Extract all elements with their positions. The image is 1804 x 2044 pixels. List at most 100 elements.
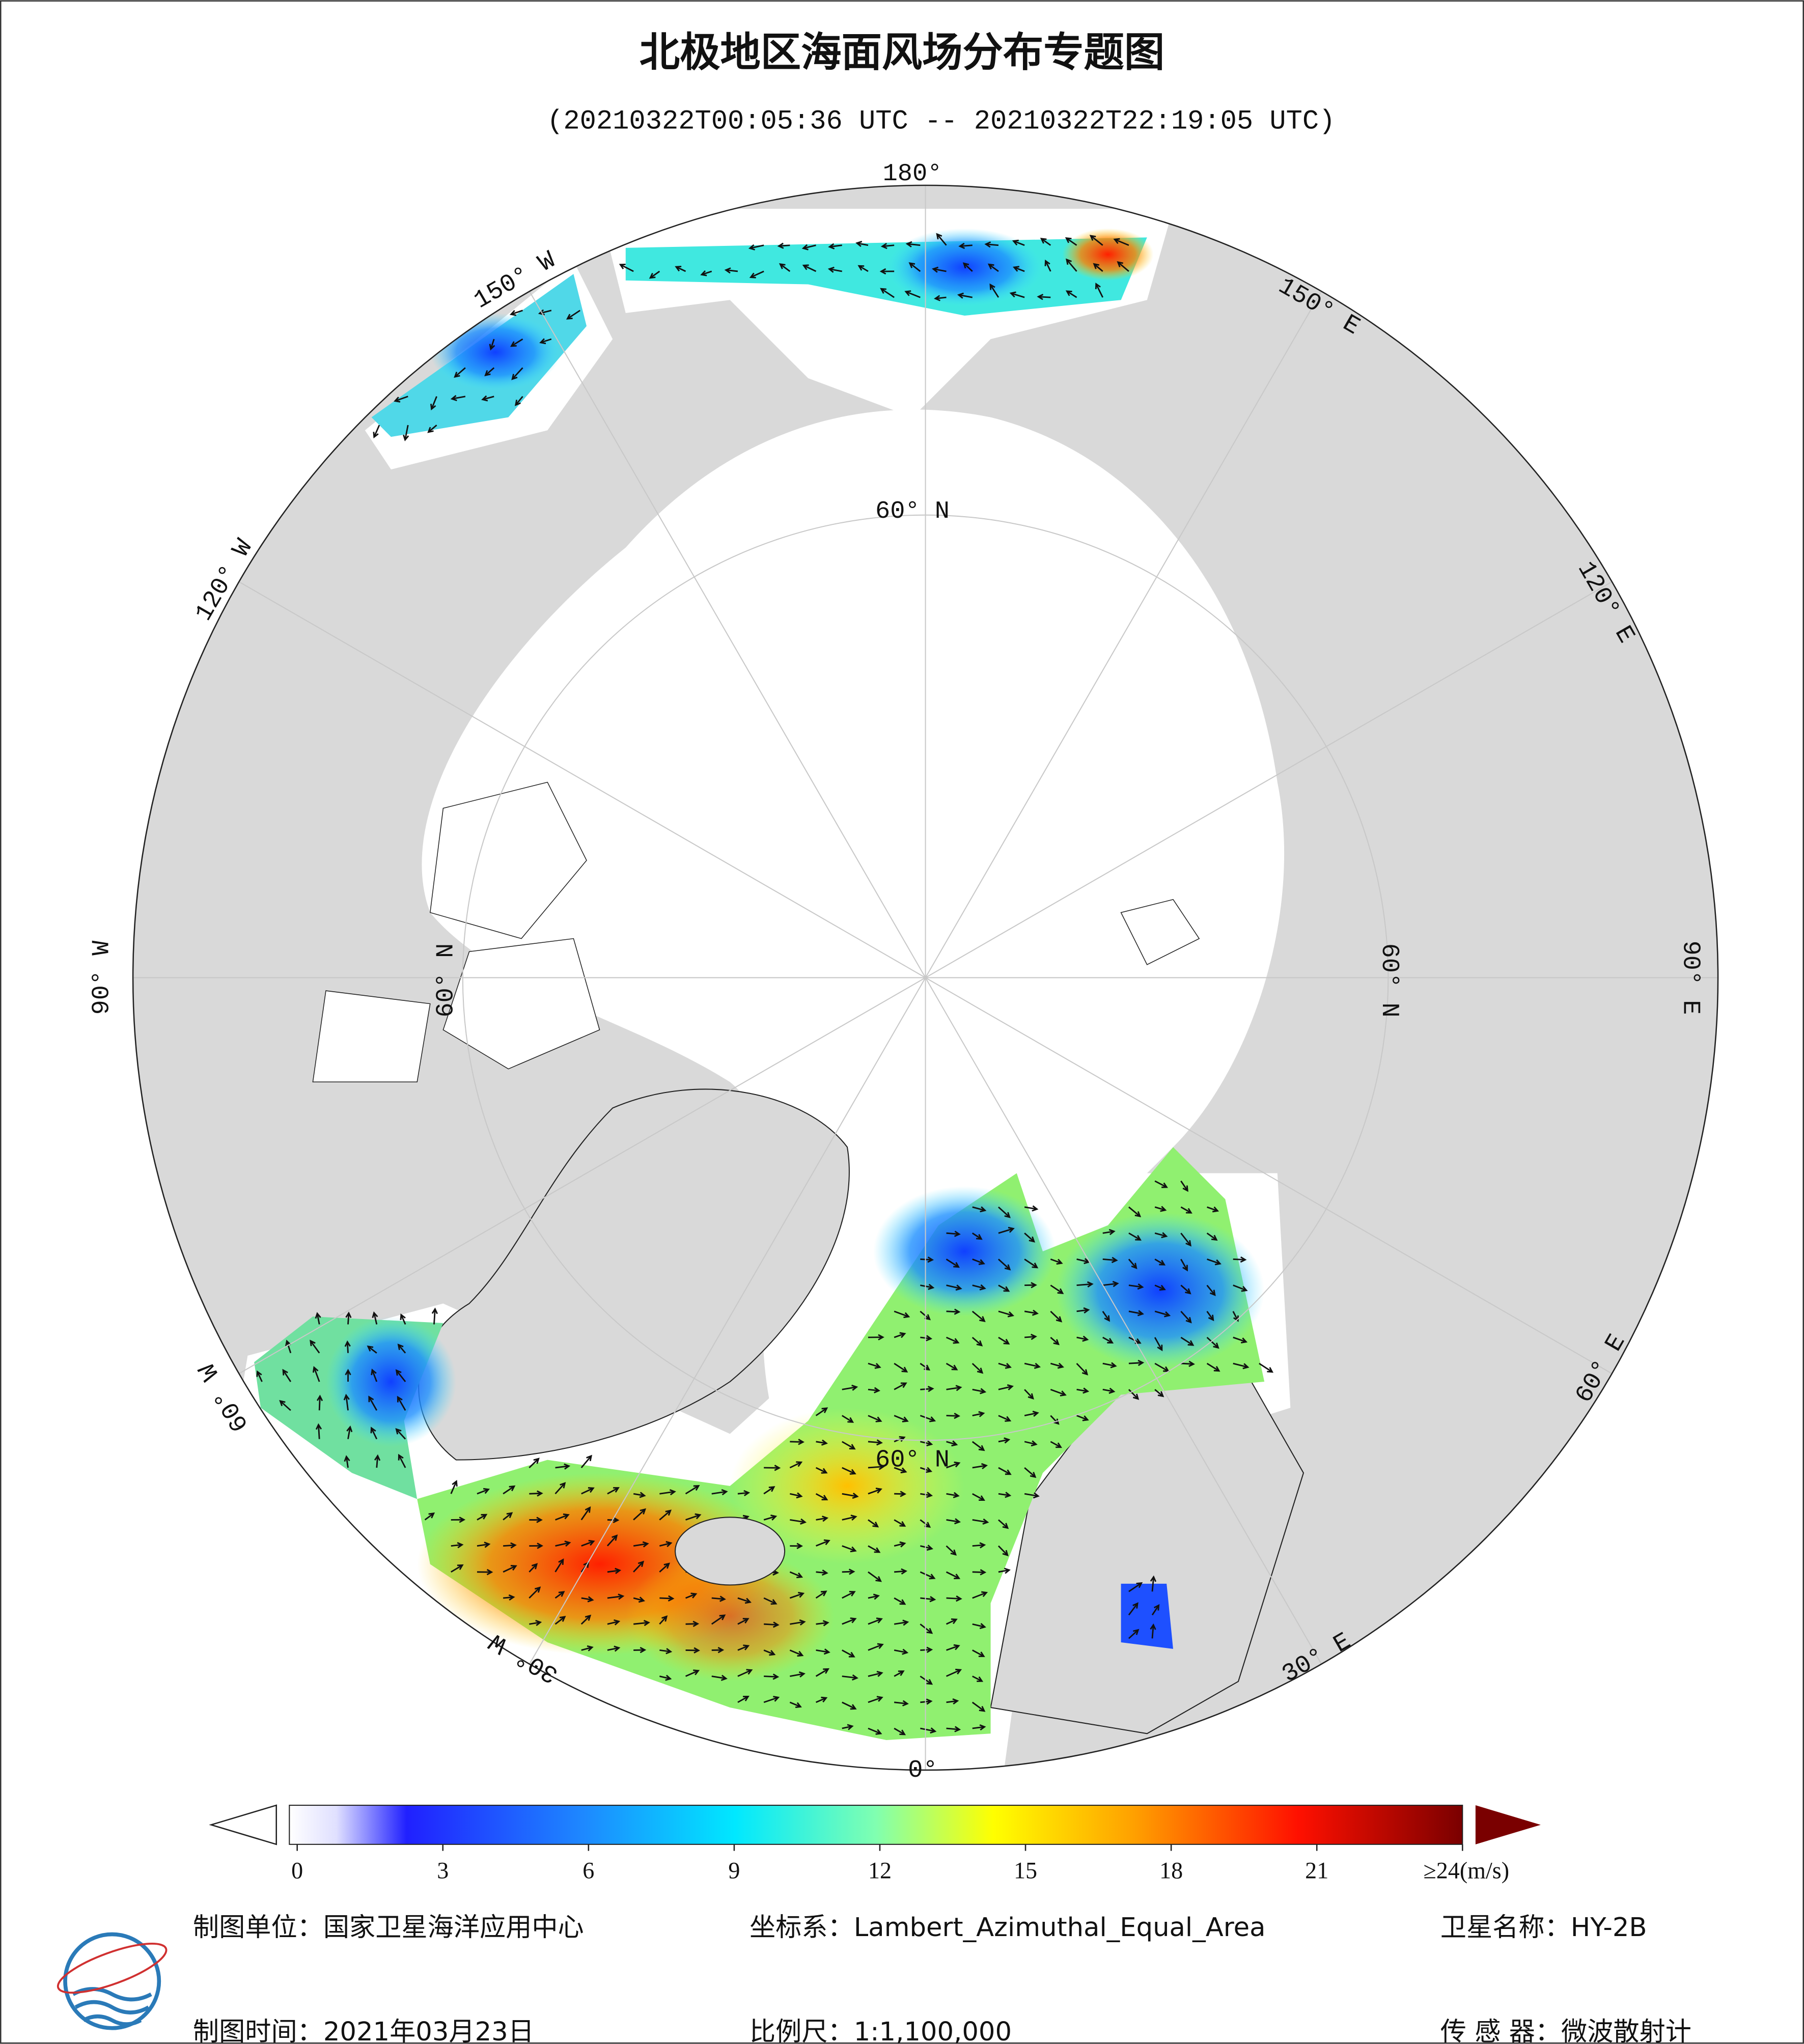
wind-arrow (868, 1334, 884, 1340)
wind-arrow (764, 1621, 780, 1628)
wind-arrow (1012, 266, 1025, 272)
wind-arrow (711, 1614, 726, 1625)
wind-arrow (972, 1518, 989, 1525)
wind-arrow (373, 425, 380, 439)
wind-arrow (1024, 1258, 1039, 1269)
wind-arrows (256, 233, 1274, 1735)
wind-arrow (1233, 1256, 1247, 1263)
wind-arrow (529, 1517, 543, 1523)
wind-arrow (997, 1545, 1009, 1557)
wind-arrow (972, 1363, 984, 1374)
wind-arrow (511, 367, 523, 380)
wind-arrow (946, 1461, 961, 1469)
wind-arrow (894, 1727, 906, 1735)
wind-arrow (256, 1370, 263, 1382)
wind-arrow (868, 1439, 883, 1446)
wind-arrow (842, 1569, 855, 1575)
wind-arrow (1128, 1310, 1144, 1317)
wind-arrow (345, 1368, 351, 1382)
wind-arrow (1024, 1362, 1041, 1369)
wind-arrow (749, 270, 764, 278)
wind-arrow (529, 1490, 543, 1497)
wind-arrow (555, 1513, 570, 1521)
wind-arrow (607, 1619, 621, 1626)
wind-arrow (946, 1385, 962, 1391)
wind-arrow (842, 1724, 854, 1730)
wind-arrow (868, 1671, 883, 1677)
wind-arrow (763, 1486, 775, 1495)
wind-arrow (815, 1493, 828, 1501)
wind-arrow (477, 1542, 491, 1548)
wind-arrow (1024, 1233, 1036, 1243)
wind-arrow (395, 1369, 406, 1382)
wind-arrow (842, 1441, 856, 1450)
wind-arrow (972, 1258, 985, 1265)
wind-arrow (581, 1596, 594, 1603)
wind-arrow (503, 1594, 515, 1601)
wind-arrow (748, 244, 764, 250)
wind-arrow (1207, 1206, 1219, 1213)
wind-arrow (904, 290, 921, 298)
latitude-label: 60° N (875, 497, 950, 525)
wind-arrow (801, 244, 816, 250)
wind-arrow (1089, 235, 1103, 246)
iceland (675, 1517, 786, 1586)
wind-arrow (868, 1545, 881, 1553)
wind-arrow (1024, 1492, 1040, 1499)
wind-arrow (737, 1695, 750, 1703)
wind-arrow (529, 1619, 542, 1627)
wind-arrow (842, 1617, 857, 1625)
wind-arrow (633, 1541, 649, 1548)
wind-arrow (1180, 1181, 1188, 1192)
wind-arrow (1154, 1180, 1168, 1188)
wind-arrow (1024, 1282, 1037, 1289)
wind-arrow (920, 1283, 935, 1290)
wind-arrow (1151, 1604, 1160, 1616)
footer-sensor: 传 感 器：微波散射计 (1440, 2017, 1691, 2044)
wind-arrow (789, 1701, 802, 1709)
wind-arrow (946, 1668, 962, 1677)
wind-arrow (789, 1591, 805, 1599)
wind-arrow (894, 1670, 905, 1677)
colorbar-tick-label: 9 (728, 1858, 740, 1884)
wind-arrow (633, 1619, 650, 1627)
wind-arrow (972, 1441, 985, 1451)
colorbar-tick-label: 18 (1159, 1858, 1183, 1884)
wind-arrow (857, 265, 869, 272)
wind-arrow (607, 1487, 620, 1495)
wind-arrow (1040, 238, 1051, 246)
colorbar: 0 3 6 9 12 15 18 21 ≥24(m/s) (209, 1804, 1541, 1884)
wind-arrow (894, 1597, 906, 1605)
wind-arrow (816, 1516, 829, 1522)
wind-arrow (312, 1366, 320, 1382)
wind-arrow (868, 1519, 879, 1528)
wind-arrow (946, 1308, 961, 1315)
wind-arrow (763, 1515, 778, 1521)
wind-arrow (659, 1541, 673, 1547)
wind-arrow (998, 1467, 1012, 1475)
wind-arrow (815, 1590, 827, 1599)
wind-arrow (946, 1492, 960, 1498)
wind-arrow (539, 338, 552, 345)
wind-arrow (815, 1696, 828, 1703)
wind-arrow (972, 1411, 985, 1417)
wind-arrow (580, 1454, 593, 1468)
wind-arrow (1128, 1258, 1137, 1270)
wind-arrow (1154, 1206, 1167, 1212)
wind-arrow (424, 1512, 435, 1521)
wind-arrow (310, 1339, 320, 1354)
wind-arrow (958, 242, 973, 249)
wind-arrow (946, 1284, 962, 1291)
wind-arrow (894, 1363, 908, 1373)
wind-arrow (972, 1493, 985, 1501)
footer-date: 制图时间：2021年03月23日 (193, 2017, 534, 2044)
wind-arrow (920, 1256, 934, 1263)
wind-arrow (659, 1648, 673, 1655)
colorbar-tick-label: 12 (868, 1858, 892, 1884)
wind-arrow (555, 1541, 571, 1547)
wind-arrow (510, 338, 523, 347)
wind-arrow (1102, 1387, 1116, 1394)
wind-arrow (1128, 1602, 1139, 1616)
wind-arrow (1009, 291, 1025, 298)
